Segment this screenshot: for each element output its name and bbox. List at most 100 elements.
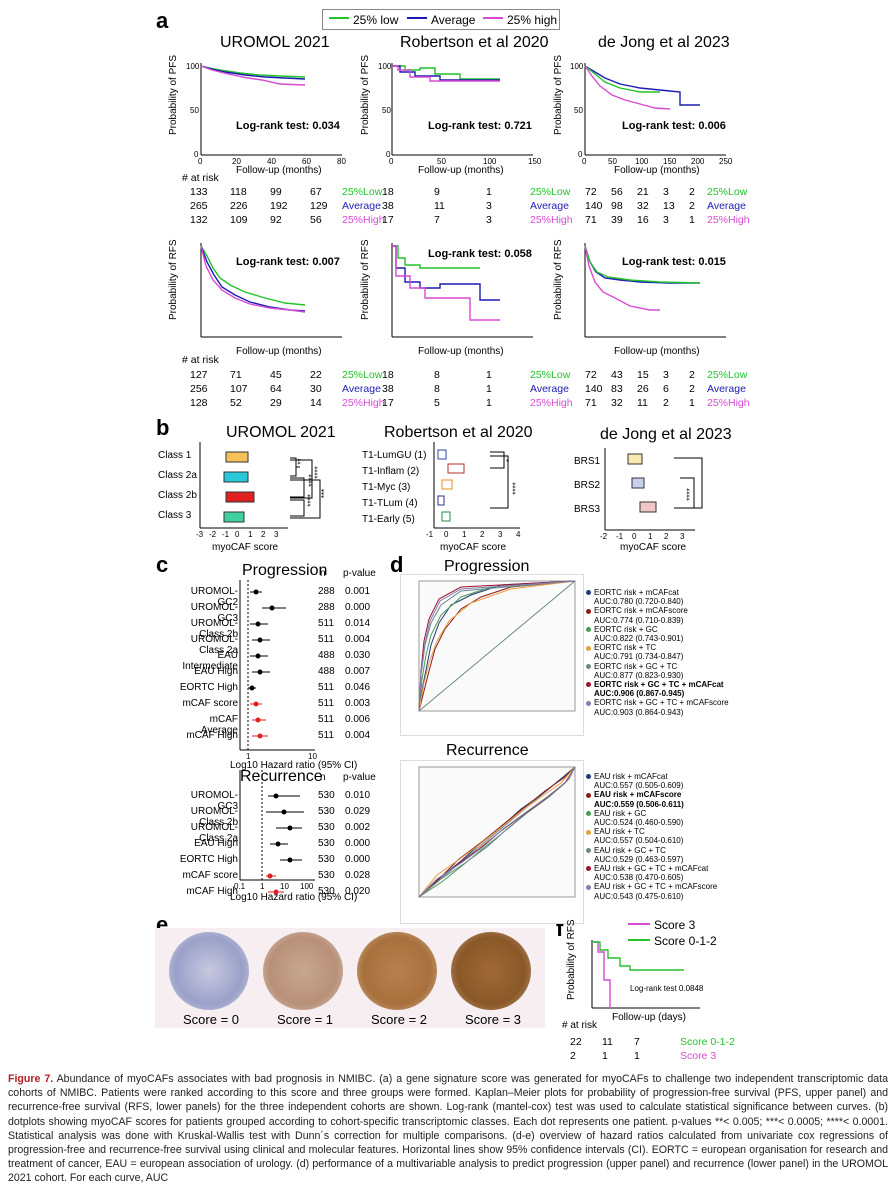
forest-rec-label: UROMOL-Class 2b	[190, 806, 238, 828]
roc-legend-item: EAU risk + GC	[586, 809, 766, 818]
xlabel-pfs-3: Follow-up (months)	[614, 165, 700, 176]
roc-legend-model: EAU risk + GC	[594, 808, 647, 818]
at-risk-value: 99	[270, 186, 282, 198]
roc-legend-model: EORTC risk + mCAFscore	[594, 606, 688, 616]
at-risk-value: 1	[689, 214, 695, 226]
forest-prog-n: 488	[318, 666, 335, 677]
panel-f-label: f	[556, 916, 564, 941]
forest-point	[253, 589, 259, 595]
at-risk-value: 132	[190, 214, 208, 226]
ylabel-rfs-1: Probability of RFS	[168, 239, 179, 320]
tma-core-3	[451, 932, 531, 1010]
forest-prog-n: 288	[318, 586, 335, 597]
dejong-tick: 1	[648, 532, 653, 541]
km-robertson-rfs	[391, 243, 533, 338]
at-risk-value: 39	[611, 214, 623, 226]
at-risk-group-label: Average	[707, 383, 746, 395]
at-risk-value: 7	[434, 214, 440, 226]
xtick: 50	[437, 157, 446, 166]
forest-prog-label: UROMOL-Class 2b	[190, 618, 238, 640]
roc-legend-item: EAU risk + GC + TC	[586, 846, 766, 855]
at-risk-value: 3	[663, 214, 669, 226]
c-rec-tick: 0.1	[234, 882, 246, 891]
b-title-dejong: de Jong et al 2023	[600, 426, 732, 443]
roc-recurrence	[400, 760, 584, 924]
roc-legend-dot	[586, 866, 591, 872]
f-risk-value: 2	[570, 1050, 576, 1062]
forest-rec-n: 530	[318, 838, 335, 849]
km-legend: 25% low Average 25% high	[322, 9, 560, 30]
roc-legend-item: EAU risk + TC	[586, 827, 766, 836]
at-risk-value: 17	[382, 397, 394, 409]
at-risk-value: 3	[663, 369, 669, 381]
xtick: 100	[635, 157, 649, 166]
panel-c-label: c	[156, 552, 169, 577]
at-risk-value: 265	[190, 200, 208, 212]
forest-prog-p: 0.007	[345, 666, 371, 677]
robertson-xlabel: myoCAF score	[440, 542, 507, 553]
xtick: 60	[302, 157, 311, 166]
at-risk-value: 5	[434, 397, 440, 409]
at-risk-value: 140	[585, 383, 603, 395]
forest-point	[257, 669, 263, 675]
roc-legend-dot	[586, 848, 591, 854]
at-risk-value: 30	[310, 383, 322, 395]
dejong-class-label: BRS3	[574, 504, 601, 515]
forest-point	[273, 793, 279, 799]
at-risk-value: 2	[689, 369, 695, 381]
at-risk-value: 1	[486, 186, 492, 198]
ytick-100-1: 100	[186, 62, 200, 71]
forest-prog-n: 288	[318, 602, 335, 613]
xtick: 100	[483, 157, 497, 166]
forest-prog-label: EAU High	[194, 666, 238, 677]
roc-progression	[400, 574, 584, 736]
robertson-class-label: T1-Early (5)	[362, 514, 415, 525]
forest-rec-label: UROMOL-GC3	[190, 790, 238, 812]
forest-point	[257, 733, 263, 739]
at-risk-group-label: 25%High	[707, 214, 750, 226]
roc-legend-item: EORTC risk + TC	[586, 643, 766, 652]
dotplot-robertson	[433, 442, 520, 529]
km-robertson-pfs	[391, 63, 533, 156]
forest-point	[269, 605, 275, 611]
forest-prog-p: 0.001	[345, 586, 371, 597]
at-risk-value: 43	[611, 369, 623, 381]
roc-legend-item: EORTC risk + mCAFcat	[586, 588, 766, 597]
roc-legend-dot	[586, 645, 591, 651]
at-risk-group-label: 25%High	[530, 214, 573, 226]
forest-rec-p: 0.029	[345, 806, 371, 817]
at-risk-value: 32	[637, 200, 649, 212]
xtick: 200	[691, 157, 705, 166]
roc-legend-auc: AUC:0.906 (0.867-0.945)	[594, 689, 685, 699]
roc-legend-dot	[586, 664, 591, 670]
forest-prog-n: 488	[318, 650, 335, 661]
f-logrank: Log-rank test 0.0848	[630, 984, 704, 993]
roc-legend-item: EAU risk + GC + TC + mCAFscore	[586, 882, 766, 891]
forest-point	[249, 685, 255, 691]
f-legend-score3: Score 3	[654, 918, 696, 932]
at-risk-value: 3	[663, 186, 669, 198]
logrank-pfs-3: Log-rank test: 0.006	[622, 120, 726, 132]
at-risk-value: 72	[585, 369, 597, 381]
tma-core-2	[357, 932, 437, 1010]
f-risk-value: 1	[634, 1050, 640, 1062]
forest-rec-label: EAU High	[194, 838, 238, 849]
dotplot-dejong	[604, 448, 703, 531]
xlabel-rfs-1: Follow-up (months)	[236, 346, 322, 357]
robertson-class-label: T1-Inflam (2)	[362, 466, 420, 477]
uromol-tick: 0	[235, 530, 240, 539]
at-risk-value: 56	[310, 214, 322, 226]
at-risk-value: 26	[637, 383, 649, 395]
c-prog-tick-1: 1	[246, 752, 251, 761]
xlabel-rfs-2: Follow-up (months)	[418, 346, 504, 357]
forest-prog-p: 0.006	[345, 714, 371, 725]
b-title-robertson: Robertson et al 2020	[384, 424, 533, 441]
dejong-xlabel: myoCAF score	[620, 542, 687, 553]
at-risk-value: 22	[310, 369, 322, 381]
at-risk-value: 71	[585, 397, 597, 409]
roc-legend-item: EORTC risk + mCAFscore	[586, 606, 766, 615]
panel-a-label: a	[156, 8, 169, 33]
dejong-tick: -1	[616, 532, 624, 541]
ylabel-pfs-3: Probability of PFS	[553, 54, 564, 135]
f-risk-value: 22	[570, 1036, 582, 1048]
